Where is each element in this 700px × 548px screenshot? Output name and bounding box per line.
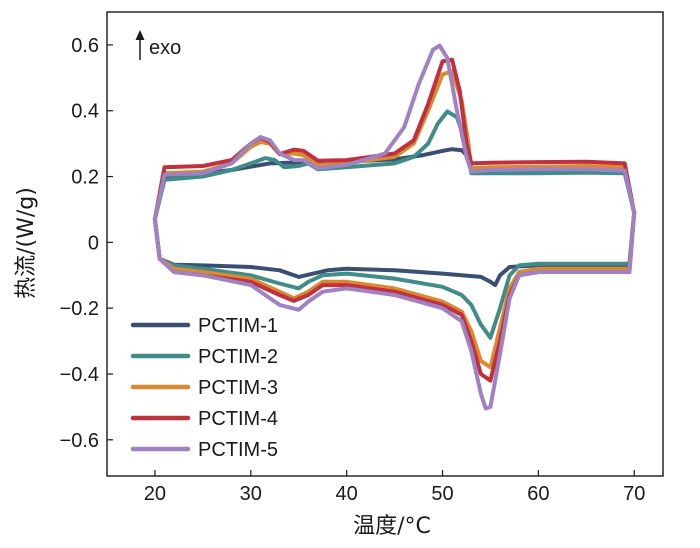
x-axis-title: 温度/°C xyxy=(353,514,431,539)
x-tick-label-30: 30 xyxy=(240,483,262,505)
series-pctim-3-cooling-curve xyxy=(152,210,637,370)
x-tick-label-60: 60 xyxy=(527,483,549,505)
x-tick-label-70: 70 xyxy=(623,483,645,505)
series-pctim-2-cooling-curve xyxy=(152,210,637,340)
legend-label-pctim-5: PCTIM-5 xyxy=(198,439,278,461)
x-tick-label-40: 40 xyxy=(336,483,358,505)
exo-arrow-head xyxy=(135,30,145,40)
y-axis-title: 热流/(W/g) xyxy=(14,187,39,299)
y-tick-label-4: 0.2 xyxy=(71,167,99,189)
legend-label-pctim-3: PCTIM-3 xyxy=(198,377,278,399)
series-pctim-1-cooling-curve xyxy=(152,210,637,288)
plot-frame xyxy=(106,11,664,477)
series-pctim-3-heating-curve xyxy=(152,69,637,222)
y-tick-label-6: 0.6 xyxy=(71,35,99,57)
series-pctim-5-cooling-curve xyxy=(152,210,637,411)
y-tick-label-1: −0.4 xyxy=(60,364,99,386)
y-tick-label-3: 0 xyxy=(88,232,99,254)
legend: PCTIM-1 PCTIM-2 PCTIM-3 PCTIM-4 PCTIM-5 xyxy=(130,315,278,461)
y-tick-label-0: −0.6 xyxy=(60,430,99,452)
curves-layer xyxy=(152,43,637,411)
series-pctim-2-heating-curve xyxy=(152,109,637,222)
legend-label-pctim-4: PCTIM-4 xyxy=(198,408,278,430)
series-pctim-5-heating-curve xyxy=(152,43,637,222)
exo-label: exo xyxy=(149,37,181,59)
x-tick-label-50: 50 xyxy=(431,483,453,505)
ticks-layer: 20 30 40 50 60 70 −0.6 −0.4 −0.2 0 0.2 0.4 0.6 xyxy=(60,35,646,505)
exo-annotation: exo xyxy=(135,30,181,60)
y-tick-label-5: 0.4 xyxy=(71,101,99,123)
legend-label-pctim-2: PCTIM-2 xyxy=(198,346,278,368)
legend-label-pctim-1: PCTIM-1 xyxy=(198,315,278,337)
x-tick-label-20: 20 xyxy=(144,483,166,505)
y-tick-label-2: −0.2 xyxy=(60,298,99,320)
